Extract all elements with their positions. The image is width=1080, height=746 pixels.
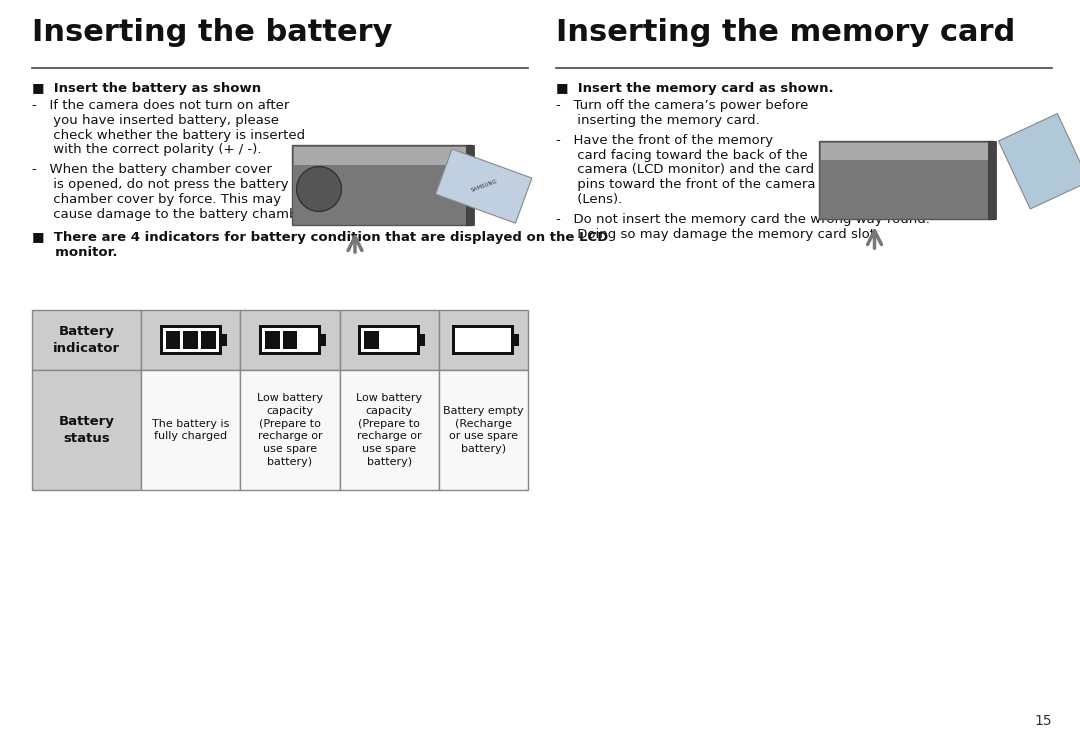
Bar bbox=[201, 331, 216, 349]
Bar bbox=[339, 370, 438, 490]
Bar bbox=[987, 141, 996, 219]
Text: ■  Insert the battery as shown: ■ Insert the battery as shown bbox=[32, 82, 261, 95]
Bar bbox=[339, 310, 438, 370]
Text: is opened, do not press the battery: is opened, do not press the battery bbox=[32, 178, 288, 191]
Text: Inserting the battery: Inserting the battery bbox=[32, 18, 392, 47]
Bar bbox=[32, 310, 141, 370]
Bar bbox=[32, 370, 141, 490]
Bar bbox=[294, 147, 470, 165]
Text: ■  Insert the memory card as shown.: ■ Insert the memory card as shown. bbox=[556, 82, 834, 95]
Circle shape bbox=[297, 166, 341, 211]
Bar bbox=[420, 334, 426, 345]
Bar bbox=[361, 328, 417, 352]
Text: ■  There are 4 indicators for battery condition that are displayed on the LCD: ■ There are 4 indicators for battery con… bbox=[32, 231, 608, 244]
Bar bbox=[141, 370, 241, 490]
Text: -   If the camera does not turn on after: - If the camera does not turn on after bbox=[32, 99, 289, 112]
Text: Battery
indicator: Battery indicator bbox=[53, 325, 120, 355]
Bar bbox=[514, 334, 519, 345]
Bar bbox=[184, 331, 198, 349]
Bar bbox=[438, 370, 528, 490]
Text: (Lens).: (Lens). bbox=[556, 192, 622, 206]
Text: check whether the battery is inserted: check whether the battery is inserted bbox=[32, 128, 306, 142]
Bar bbox=[241, 370, 339, 490]
Text: -   When the battery chamber cover: - When the battery chamber cover bbox=[32, 163, 272, 176]
Text: camera (LCD monitor) and the card: camera (LCD monitor) and the card bbox=[556, 163, 814, 176]
Bar bbox=[359, 325, 420, 355]
Text: Battery empty
(Recharge
or use spare
battery): Battery empty (Recharge or use spare bat… bbox=[443, 406, 524, 454]
Text: card facing toward the back of the: card facing toward the back of the bbox=[556, 148, 808, 162]
Bar bbox=[241, 310, 339, 370]
Text: The battery is
fully charged: The battery is fully charged bbox=[152, 419, 229, 442]
Text: Battery
status: Battery status bbox=[58, 415, 114, 445]
Bar bbox=[292, 145, 472, 225]
Bar bbox=[141, 310, 241, 370]
Text: inserting the memory card.: inserting the memory card. bbox=[556, 114, 759, 127]
Bar bbox=[364, 331, 379, 349]
Bar bbox=[163, 328, 219, 352]
Bar bbox=[438, 310, 528, 370]
Text: Low battery
capacity
(Prepare to
recharge or
use spare
battery): Low battery capacity (Prepare to recharg… bbox=[356, 393, 422, 467]
Text: -   Have the front of the memory: - Have the front of the memory bbox=[556, 134, 773, 147]
Text: chamber cover by force. This may: chamber cover by force. This may bbox=[32, 192, 281, 206]
Text: SAMSUNG: SAMSUNG bbox=[470, 179, 498, 193]
Bar bbox=[819, 141, 994, 219]
Bar bbox=[453, 325, 514, 355]
Text: Inserting the memory card: Inserting the memory card bbox=[556, 18, 1015, 47]
Bar bbox=[283, 331, 297, 349]
Bar bbox=[456, 328, 511, 352]
Text: -   Turn off the camera’s power before: - Turn off the camera’s power before bbox=[556, 99, 808, 112]
Text: cause damage to the battery chamber cover.: cause damage to the battery chamber cove… bbox=[32, 207, 355, 221]
Bar bbox=[262, 328, 318, 352]
Text: -   Do not insert the memory card the wrong way round.: - Do not insert the memory card the wron… bbox=[556, 213, 930, 226]
Bar bbox=[821, 143, 991, 160]
Text: with the correct polarity (+ / -).: with the correct polarity (+ / -). bbox=[32, 143, 261, 156]
Bar bbox=[259, 325, 321, 355]
Text: monitor.: monitor. bbox=[32, 245, 118, 259]
Text: Low battery
capacity
(Prepare to
recharge or
use spare
battery): Low battery capacity (Prepare to recharg… bbox=[257, 393, 323, 467]
Bar bbox=[265, 331, 280, 349]
Text: you have inserted battery, please: you have inserted battery, please bbox=[32, 114, 279, 127]
Bar bbox=[321, 334, 326, 345]
Bar bbox=[465, 145, 474, 225]
Bar bbox=[160, 325, 221, 355]
Bar bbox=[165, 331, 180, 349]
Polygon shape bbox=[999, 113, 1080, 209]
Text: Doing so may damage the memory card slot.: Doing so may damage the memory card slot… bbox=[556, 228, 879, 241]
Text: pins toward the front of the camera: pins toward the front of the camera bbox=[556, 178, 815, 191]
Polygon shape bbox=[435, 149, 531, 223]
Text: 15: 15 bbox=[1035, 714, 1052, 728]
Bar bbox=[221, 334, 227, 345]
